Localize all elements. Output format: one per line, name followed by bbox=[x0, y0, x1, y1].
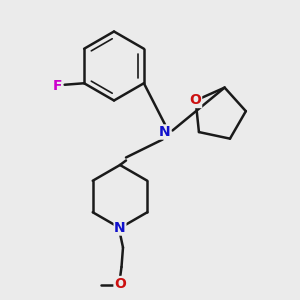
Text: N: N bbox=[159, 125, 171, 139]
Text: N: N bbox=[114, 221, 126, 235]
Text: F: F bbox=[52, 79, 62, 93]
Text: O: O bbox=[114, 277, 126, 290]
Text: O: O bbox=[190, 94, 202, 107]
